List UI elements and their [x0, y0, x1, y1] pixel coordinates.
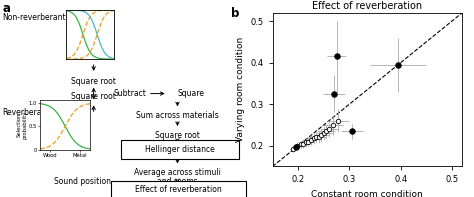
- Text: Non-reverberant: Non-reverberant: [2, 13, 66, 22]
- X-axis label: Constant room condition: Constant room condition: [311, 190, 423, 197]
- Text: Hellinger distance: Hellinger distance: [145, 145, 215, 154]
- Y-axis label: Varying room condition: Varying room condition: [236, 37, 245, 142]
- Text: b: b: [231, 7, 239, 20]
- Text: a: a: [2, 2, 10, 15]
- Text: Average across stimuli: Average across stimuli: [134, 168, 221, 177]
- Text: Square root: Square root: [155, 131, 200, 140]
- Text: Reverberant: Reverberant: [2, 108, 50, 117]
- Text: Square root: Square root: [71, 92, 116, 101]
- FancyBboxPatch shape: [121, 140, 239, 159]
- Y-axis label: Selection
probability: Selection probability: [16, 111, 27, 139]
- Text: Effect of reverberation: Effect of reverberation: [135, 185, 222, 194]
- Text: Sum across materials: Sum across materials: [136, 111, 219, 120]
- Text: Square root: Square root: [71, 77, 116, 86]
- Title: Effect of reverberation: Effect of reverberation: [312, 1, 422, 11]
- Text: and rooms: and rooms: [157, 177, 198, 186]
- FancyBboxPatch shape: [111, 181, 246, 197]
- Text: Square: Square: [177, 89, 204, 98]
- Text: Sound position: Sound position: [55, 177, 111, 186]
- Text: Subtract: Subtract: [113, 89, 146, 98]
